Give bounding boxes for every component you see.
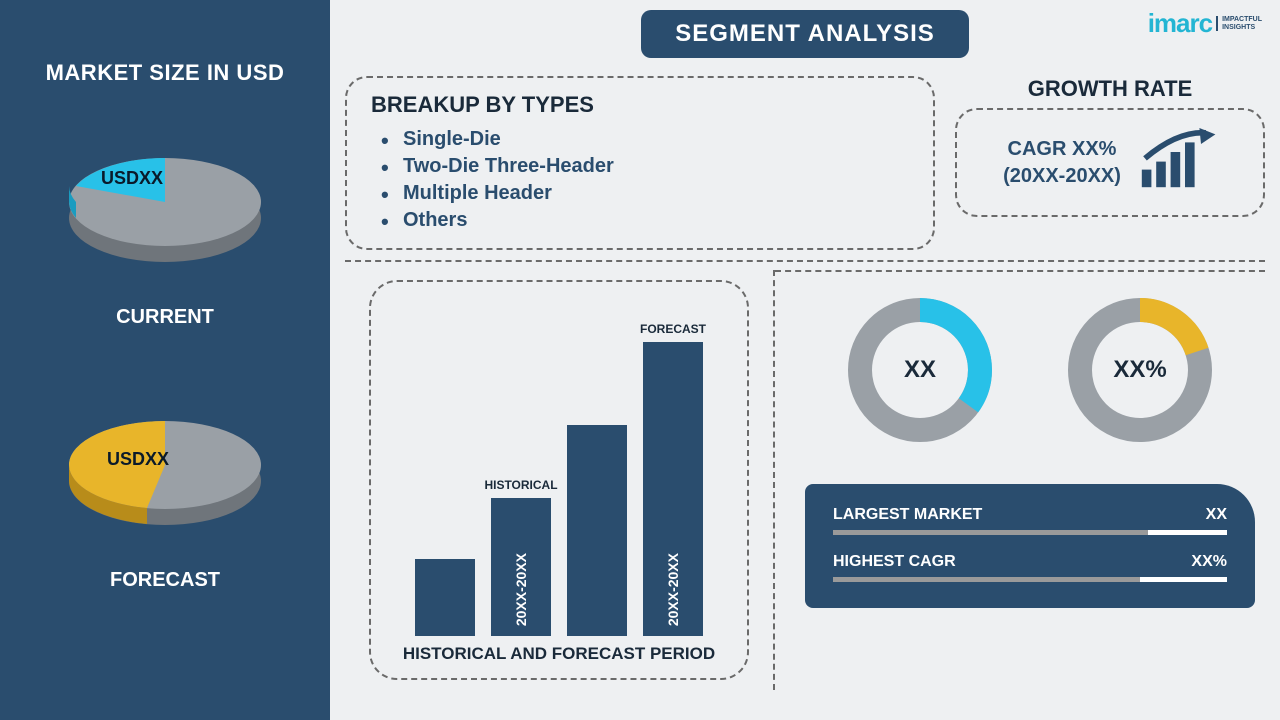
breakup-item: Multiple Header [381,180,909,207]
stat-value: XX [1206,506,1227,524]
stat-row: HIGHEST CAGR XX% [833,553,1227,582]
brand-tagline: IMPACTFUL INSIGHTS [1216,16,1262,31]
stat-bar-fill [833,530,1148,535]
metrics-col: XX XX% LARGEST MARKET XX [775,270,1265,690]
breakup-title: BREAKUP BY TYPES [371,92,909,118]
segment-title: SEGMENT ANALYSIS [641,10,969,58]
stats-box: LARGEST MARKET XX HIGHEST CAGR XX% [805,484,1255,608]
stat-value: XX% [1191,553,1227,571]
stat-bar [833,577,1227,582]
breakup-item: Two-Die Three-Header [381,153,909,180]
market-size-title: MARKET SIZE IN USD [46,60,285,86]
bar-label-top: FORECAST [640,322,706,336]
breakup-item: Others [381,207,909,234]
pie-current: USDXX [55,126,275,286]
pie-current-value: USDXX [101,168,163,189]
stat-bar [833,530,1227,535]
donut-right-center: XX% [1113,356,1166,384]
donut-left-center: XX [904,356,936,384]
growth-card-outer: GROWTH RATE CAGR XX% (20XX-20XX) [955,76,1265,250]
right-panel: imarc IMPACTFUL INSIGHTS SEGMENT ANALYSI… [330,0,1280,720]
growth-text: CAGR XX% (20XX-20XX) [1003,136,1121,190]
stat-row: LARGEST MARKET XX [833,506,1227,535]
pie-forecast: USDXX [55,389,275,549]
stat-label: LARGEST MARKET [833,506,982,524]
bar [415,559,475,636]
divider [345,260,1265,262]
growth-title: GROWTH RATE [1028,76,1193,102]
bar-label-vertical: 20XX-20XX [513,553,529,626]
bar-label-vertical: 20XX-20XX [665,553,681,626]
breakup-item: Single-Die [381,126,909,153]
donut-row: XX XX% [805,290,1255,450]
segment-title-wrap: SEGMENT ANALYSIS [345,10,1265,58]
historical-card: HISTORICAL 20XX-20XX FORECAST 20XX-20XX HIS… [369,280,749,680]
breakup-list: Single-Die Two-Die Three-Header Multiple… [371,126,909,234]
growth-body: CAGR XX% (20XX-20XX) [955,108,1265,217]
donut-right: XX% [1060,290,1220,450]
pie-forecast-label: FORECAST [110,569,220,592]
stat-bar-fill [833,577,1140,582]
stat-label: HIGHEST CAGR [833,553,956,571]
top-row: BREAKUP BY TYPES Single-Die Two-Die Thre… [345,76,1265,250]
bar [567,425,627,636]
pie-forecast-value: USDXX [107,449,169,470]
brand-logo: imarc IMPACTFUL INSIGHTS [1148,8,1262,39]
breakup-card: BREAKUP BY TYPES Single-Die Two-Die Thre… [345,76,935,250]
brand-name: imarc [1148,8,1212,39]
historical-chart: HISTORICAL 20XX-20XX FORECAST 20XX-20XX [397,302,721,636]
donut-left: XX [840,290,1000,450]
growth-icon [1137,128,1217,197]
left-panel: MARKET SIZE IN USD USDXX CURRENT USDXX F… [0,0,330,720]
historical-caption: HISTORICAL AND FORECAST PERIOD [397,644,721,664]
bar-label-top: HISTORICAL [484,478,557,492]
pie-current-label: CURRENT [116,306,214,329]
pie-forecast-block: USDXX FORECAST [55,389,275,592]
historical-col: HISTORICAL 20XX-20XX FORECAST 20XX-20XX HIS… [345,270,775,690]
pie-current-block: USDXX CURRENT [55,126,275,329]
bottom-row: HISTORICAL 20XX-20XX FORECAST 20XX-20XX HIS… [345,270,1265,690]
pie-current-svg [55,126,275,286]
